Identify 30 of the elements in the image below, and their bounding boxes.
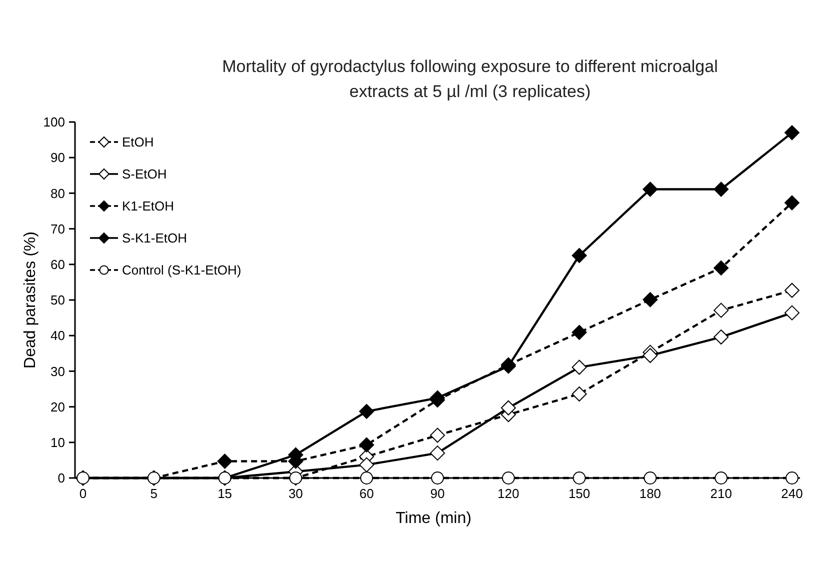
legend-label: EtOH	[122, 134, 154, 150]
y-tick-label: 30	[50, 364, 65, 379]
y-tick-label: 80	[50, 186, 65, 201]
x-tick-label: 150	[568, 486, 590, 501]
y-tick-label: 90	[50, 150, 65, 166]
x-tick-label: 30	[288, 486, 303, 501]
chart-title: Mortality of gyrodactylus following exposure to different microalgal extracts at 5 µl /ml (3 replicates)	[222, 57, 718, 101]
y-tick-label: 60	[50, 256, 65, 272]
x-tick-label: 90	[430, 486, 445, 501]
x-tick-label: 120	[498, 486, 520, 501]
legend-label: S-EtOH	[122, 166, 167, 182]
x-tick-label: 0	[79, 486, 87, 501]
x-tick-label: 15	[218, 486, 232, 501]
x-tick-label: 210	[710, 486, 732, 501]
y-tick-label: 50	[50, 292, 65, 308]
y-axis-title: Dead parasites (%)	[22, 232, 39, 368]
y-tick-label: 40	[50, 328, 65, 344]
y-tick-label: 10	[50, 434, 65, 450]
x-tick-label: 5	[150, 486, 158, 501]
legend-label: Control (S-K1-EtOH)	[122, 262, 242, 278]
legend-label: S-K1-EtOH	[122, 230, 188, 246]
x-tick-label: 240	[781, 486, 803, 501]
legend-label: K1-EtOH	[122, 198, 174, 214]
y-tick-label: 100	[43, 114, 65, 130]
y-tick-label: 0	[58, 470, 65, 486]
y-tick-label: 20	[50, 399, 65, 414]
y-tick-label: 70	[50, 221, 65, 236]
x-axis-title: Time (min)	[396, 510, 472, 527]
x-tick-label: 60	[359, 486, 374, 501]
x-tick-label: 180	[639, 486, 662, 501]
